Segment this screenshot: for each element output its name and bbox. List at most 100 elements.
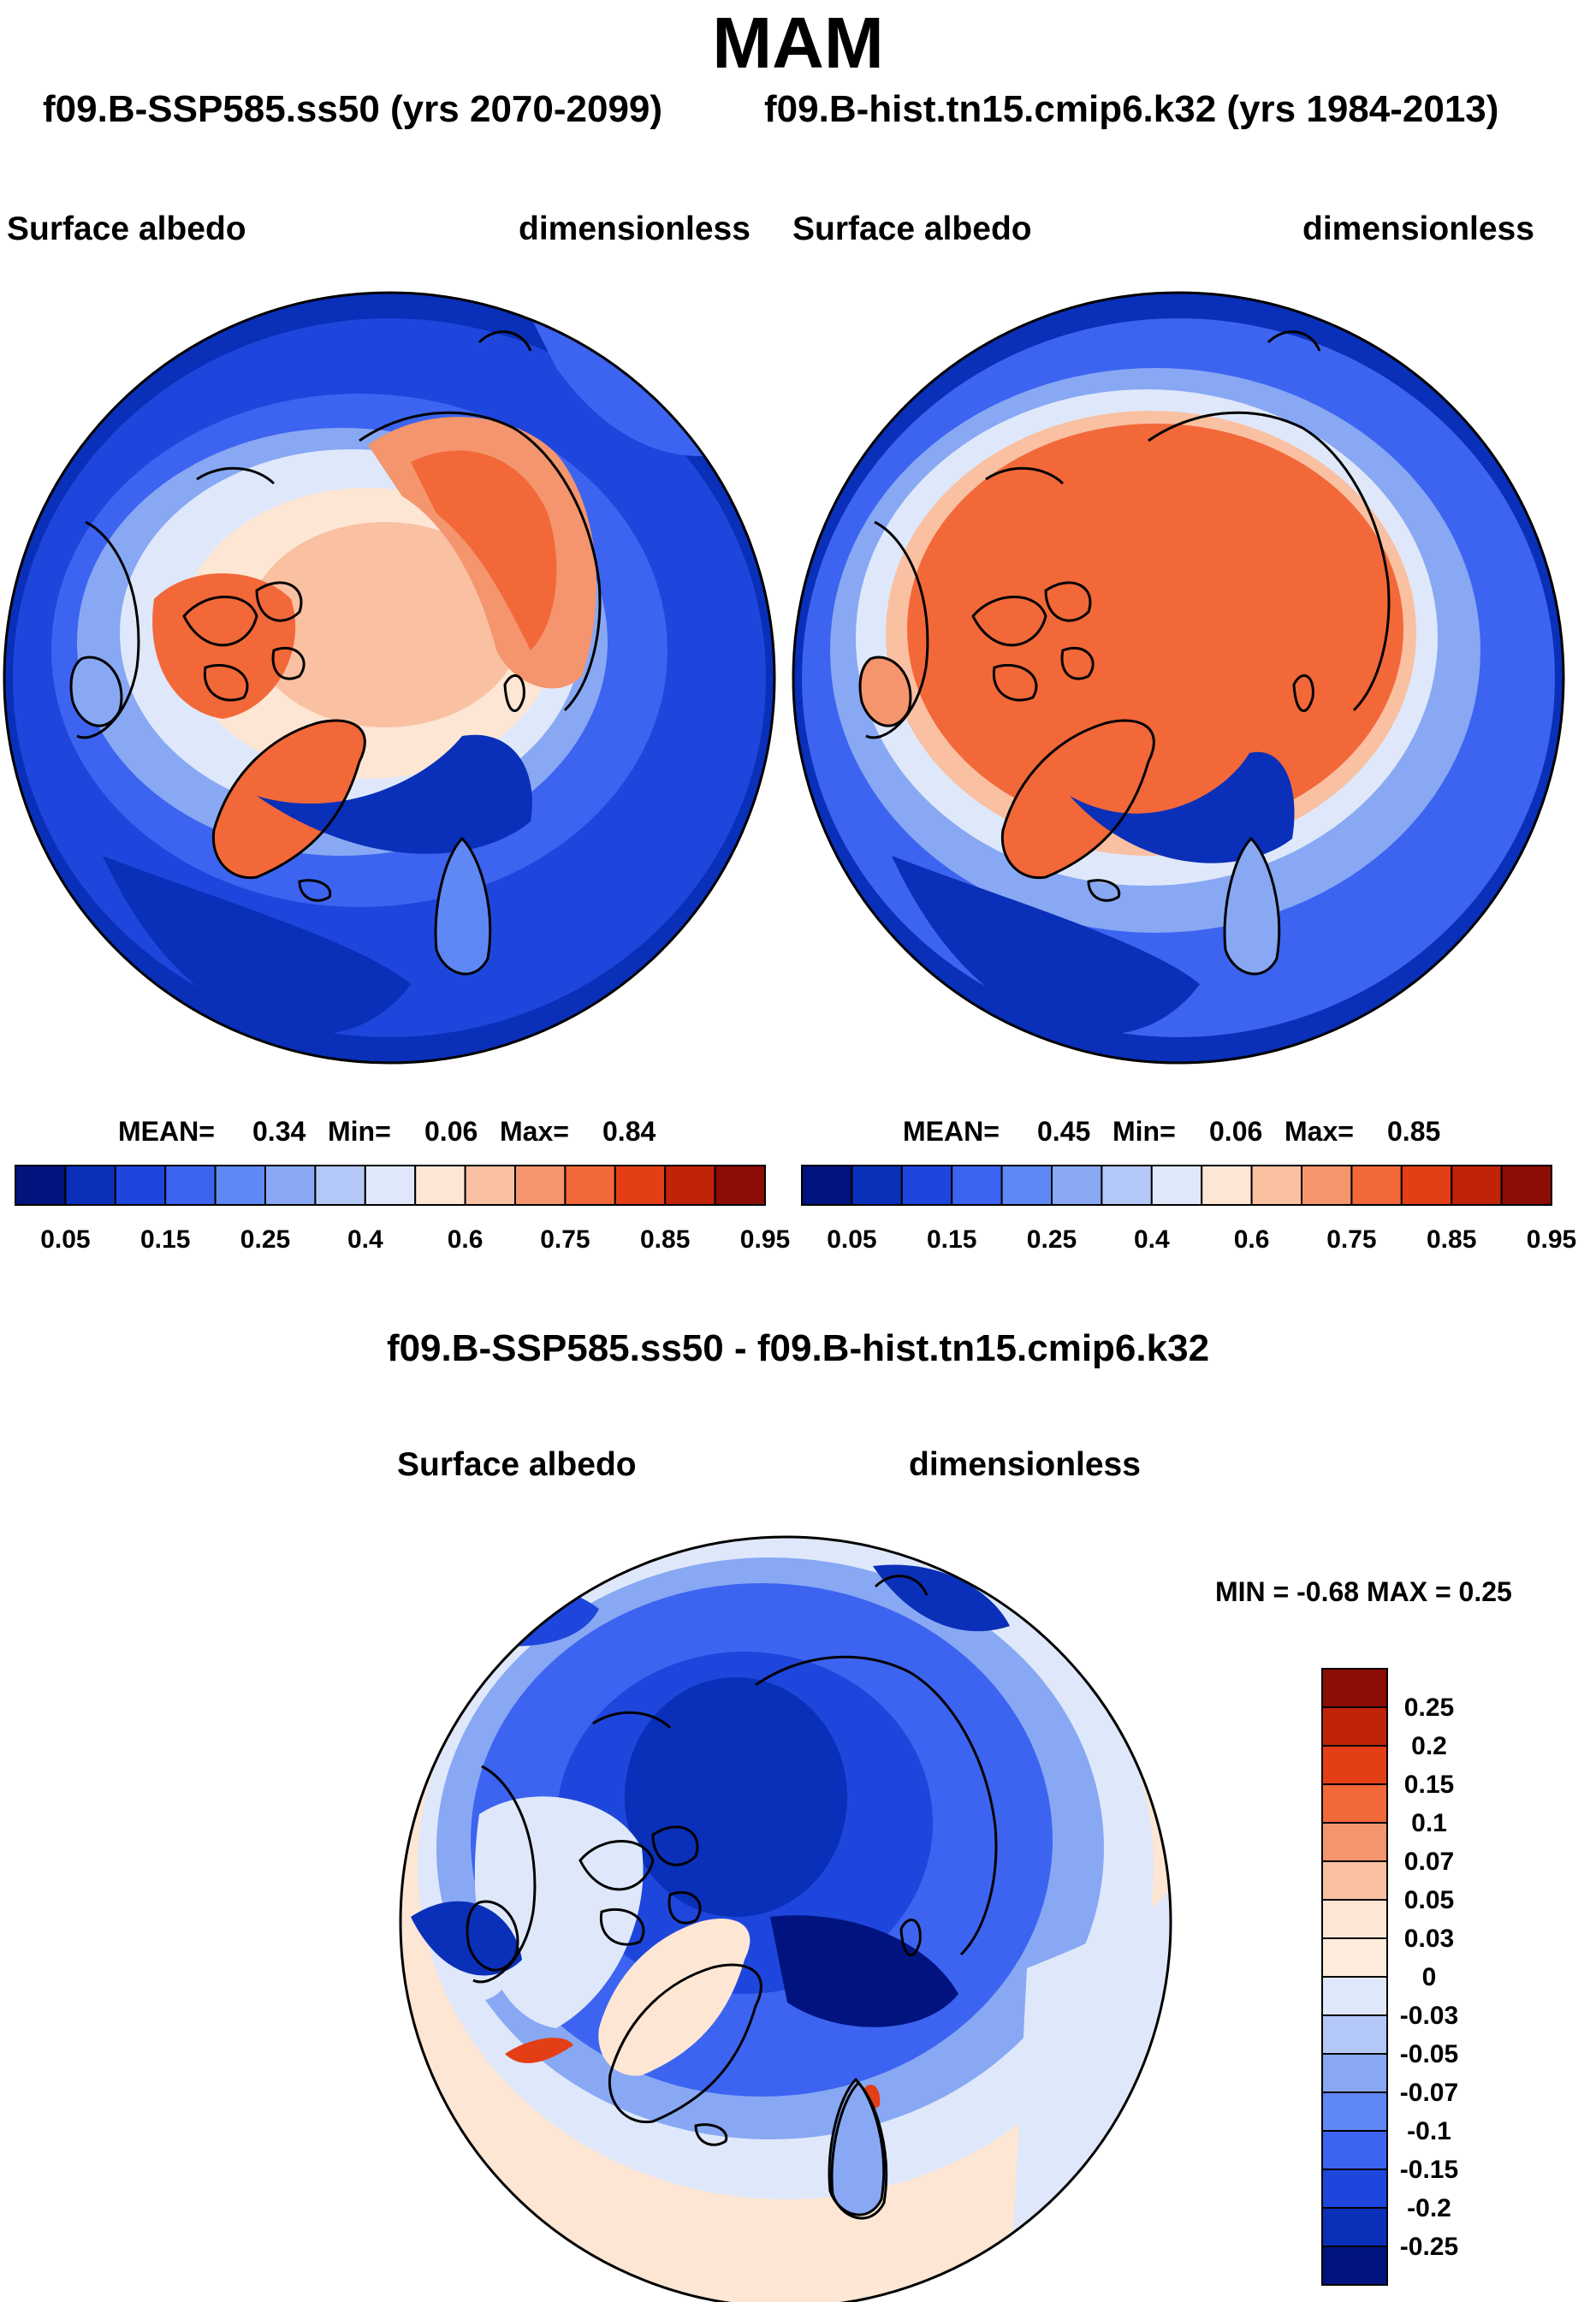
colorbar-swatch — [1000, 1165, 1053, 1206]
left-mean-label: MEAN= — [118, 1116, 215, 1147]
colorbar-swatch — [1321, 1937, 1388, 1978]
left-panel-units: dimensionless — [519, 211, 751, 247]
colorbar-swatch — [1201, 1165, 1253, 1206]
colorbar-tick-label: 0.85 — [640, 1225, 690, 1254]
colorbar-tick-label: 0.05 — [827, 1225, 876, 1254]
left-max-label: Max= — [500, 1116, 569, 1147]
colorbar-swatch — [1321, 1706, 1388, 1747]
colorbar-tick-label: 0.1 — [1411, 1809, 1447, 1837]
colorbar-swatch — [15, 1165, 67, 1206]
diff-minmax: MIN = -0.68 MAX = 0.25 — [1215, 1576, 1512, 1607]
colorbar-tick-label: 0.25 — [240, 1225, 290, 1254]
colorbar-swatch — [64, 1165, 116, 1206]
diff-panel-title: f09.B-SSP585.ss50 - f09.B-hist.tn15.cmip… — [386, 1327, 1210, 1369]
colorbar-swatch — [1321, 1899, 1388, 1939]
left-mean-value: 0.34 — [252, 1116, 306, 1147]
right-max-value: 0.85 — [1387, 1116, 1441, 1147]
colorbar-swatch — [464, 1165, 516, 1206]
colorbar-tick-label: 0 — [1422, 1963, 1437, 1991]
colorbar-tick-label: 0.2 — [1411, 1732, 1447, 1760]
right-panel-variable: Surface albedo — [792, 211, 1032, 247]
colorbar-swatch — [214, 1165, 267, 1206]
right-max-label: Max= — [1285, 1116, 1354, 1147]
colorbar-tick-label: -0.03 — [1400, 2002, 1458, 2030]
colorbar-swatch — [564, 1165, 616, 1206]
colorbar-swatch — [714, 1165, 766, 1206]
colorbar-swatch — [1321, 2053, 1388, 2093]
colorbar-swatch — [1321, 2207, 1388, 2247]
colorbar-swatch — [1451, 1165, 1503, 1206]
colorbar-tick-label: 0.85 — [1427, 1225, 1476, 1254]
colorbar-tick-label: -0.05 — [1400, 2040, 1458, 2068]
colorbar-tick-label: 0.25 — [1027, 1225, 1077, 1254]
colorbar-swatch — [264, 1165, 317, 1206]
colorbar-tick-label: 0.05 — [40, 1225, 90, 1254]
colorbar-swatch — [1321, 1783, 1388, 1824]
diff-panel-variable: Surface albedo — [397, 1446, 637, 1483]
colorbar-swatch — [1101, 1165, 1153, 1206]
colorbar-tick-label: 0.25 — [1404, 1694, 1454, 1722]
right-mean-value: 0.45 — [1037, 1116, 1091, 1147]
colorbar-tick-label: 0.4 — [1134, 1225, 1170, 1254]
colorbar-swatch — [514, 1165, 567, 1206]
left-colorbar: 0.05 0.15 0.25 0.4 0.6 0.75 0.85 0.95 — [15, 1165, 790, 1254]
colorbar-swatch — [1321, 2169, 1388, 2209]
colorbar-swatch — [801, 1165, 853, 1206]
colorbar-tick-label: 0.07 — [1404, 1848, 1454, 1876]
colorbar-tick-label: 0.6 — [448, 1225, 484, 1254]
colorbar-tick-label: -0.25 — [1400, 2233, 1458, 2261]
colorbar-swatch — [1321, 1668, 1388, 1708]
left-panel-subtitle: f09.B-SSP585.ss50 (yrs 2070-2099) — [43, 88, 663, 130]
colorbar-tick-label: -0.1 — [1407, 2117, 1451, 2145]
colorbar-swatch — [1321, 1976, 1388, 2016]
left-min-value: 0.06 — [424, 1116, 478, 1147]
colorbar-tick-label: 0.4 — [347, 1225, 383, 1254]
colorbar-swatch — [664, 1165, 716, 1206]
colorbar-swatch — [1150, 1165, 1203, 1206]
colorbar-swatch — [1321, 2014, 1388, 2055]
colorbar-swatch — [1250, 1165, 1302, 1206]
colorbar-swatch — [951, 1165, 1003, 1206]
left-panel-variable: Surface albedo — [7, 211, 246, 247]
colorbar-tick-label: 0.15 — [1404, 1771, 1454, 1799]
colorbar-swatch — [364, 1165, 417, 1206]
colorbar-tick-label: 0.15 — [140, 1225, 190, 1254]
right-min-value: 0.06 — [1209, 1116, 1263, 1147]
difference-map — [399, 1535, 1172, 2302]
colorbar-tick-label: -0.07 — [1400, 2079, 1458, 2107]
colorbar-tick-label: 0.03 — [1404, 1925, 1454, 1953]
colorbar-swatch — [1321, 2091, 1388, 2132]
left-max-value: 0.84 — [602, 1116, 656, 1147]
colorbar-tick-label: 0.6 — [1234, 1225, 1270, 1254]
colorbar-swatch — [164, 1165, 217, 1206]
right-colorbar: 0.05 0.15 0.25 0.4 0.6 0.75 0.85 0.95 — [801, 1165, 1576, 1254]
colorbar-swatch — [1051, 1165, 1103, 1206]
diff-panel-units: dimensionless — [909, 1446, 1141, 1483]
colorbar-swatch — [1321, 1745, 1388, 1785]
colorbar-swatch — [1350, 1165, 1403, 1206]
colorbar-tick-label: 0.95 — [1527, 1225, 1576, 1254]
colorbar-tick-label: -0.2 — [1407, 2194, 1451, 2222]
right-panel-subtitle: f09.B-hist.tn15.cmip6.k32 (yrs 1984-2013… — [764, 88, 1499, 130]
left-map — [3, 291, 776, 1065]
colorbar-swatch — [1321, 2246, 1388, 2286]
colorbar-swatch — [1400, 1165, 1453, 1206]
colorbar-swatch — [1500, 1165, 1552, 1206]
colorbar-swatch — [900, 1165, 953, 1206]
colorbar-swatch — [1321, 1822, 1388, 1862]
colorbar-tick-label: 0.95 — [740, 1225, 790, 1254]
right-map — [792, 291, 1565, 1065]
colorbar-tick-label: 0.75 — [1326, 1225, 1376, 1254]
colorbar-swatch — [614, 1165, 667, 1206]
colorbar-tick-label: 0.15 — [927, 1225, 976, 1254]
right-min-label: Min= — [1112, 1116, 1176, 1147]
left-min-label: Min= — [328, 1116, 391, 1147]
colorbar-swatch — [851, 1165, 903, 1206]
colorbar-swatch — [1301, 1165, 1353, 1206]
colorbar-tick-label: 0.05 — [1404, 1886, 1454, 1914]
colorbar-swatch — [1321, 1860, 1388, 1901]
colorbar-swatch — [414, 1165, 466, 1206]
colorbar-tick-label: -0.15 — [1400, 2156, 1458, 2184]
figure-title: MAM — [712, 3, 884, 83]
